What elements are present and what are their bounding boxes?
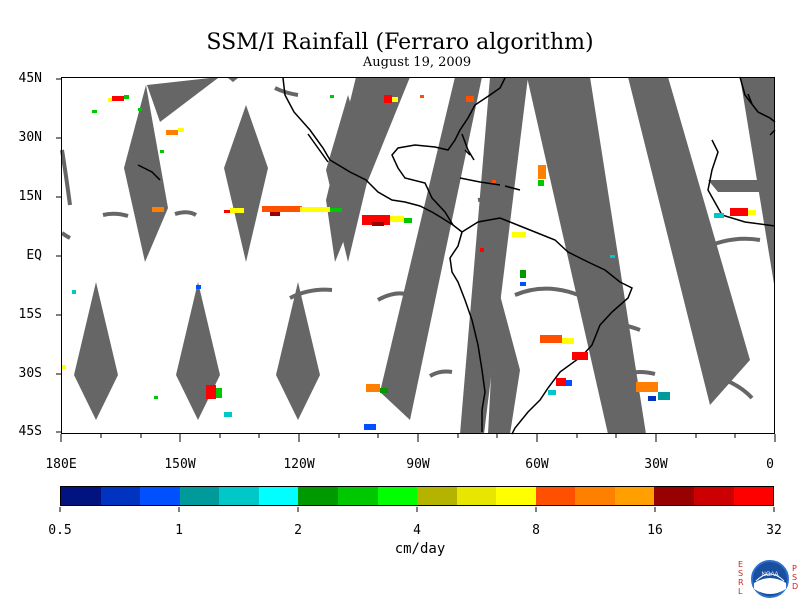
lat-label: 15N xyxy=(18,189,42,204)
colorbar-tick-label: 8 xyxy=(532,523,540,538)
colorbar-unit: cm/day xyxy=(394,541,446,557)
colorbar-swatch xyxy=(140,487,180,505)
lon-label: 120W xyxy=(283,457,315,472)
rain-south-pacific xyxy=(206,384,388,430)
map-date: August 19, 2009 xyxy=(362,55,472,70)
colorbar-ticks xyxy=(59,507,775,512)
rain-pacific-30n xyxy=(166,128,184,135)
coastlines xyxy=(137,76,776,435)
colorbar-tick-label: 32 xyxy=(766,523,782,538)
lon-label: 180E xyxy=(45,457,77,472)
lat-label: 30S xyxy=(18,366,42,381)
noaa-emblem-icon: NOAA xyxy=(751,560,789,598)
data-gap-swaths xyxy=(74,77,775,434)
rain-itcz-central xyxy=(262,206,342,216)
rain-south-atlantic xyxy=(636,382,670,401)
swath-arcs xyxy=(60,86,761,400)
colorbar-swatch xyxy=(377,487,418,505)
lat-label: 15S xyxy=(18,307,42,322)
lon-label: 150W xyxy=(164,457,196,472)
colorbar-swatch xyxy=(733,487,774,505)
colorbar-tick-label: 16 xyxy=(647,523,663,538)
lat-label: 30N xyxy=(18,130,42,145)
rain-gulf-coast xyxy=(384,95,474,103)
colorbar-swatch xyxy=(535,487,576,505)
rain-itcz-east xyxy=(362,215,412,226)
colorbar-tick-label: 2 xyxy=(294,523,302,538)
lon-label: 30W xyxy=(644,457,668,472)
colorbar-swatch xyxy=(337,487,378,505)
colorbar-swatch xyxy=(456,487,497,505)
colorbar-swatch xyxy=(694,487,734,505)
colorbar-swatch xyxy=(417,487,457,505)
axis-ticks xyxy=(56,78,776,442)
lat-label: EQ xyxy=(26,248,42,263)
rain-atlantic-15n xyxy=(538,165,756,218)
colorbar-tick-label: 4 xyxy=(413,523,421,538)
colorbar-swatch xyxy=(575,487,615,505)
rain-brazil-south xyxy=(540,335,588,395)
lat-label: 45S xyxy=(18,424,42,439)
colorbar-swatch xyxy=(61,487,101,505)
map-frame xyxy=(61,77,775,434)
colorbar xyxy=(60,486,774,506)
rain-scattered xyxy=(62,95,615,399)
rainfall-patches xyxy=(62,95,756,430)
svg-text:NOAA: NOAA xyxy=(761,572,778,578)
colorbar-tick-label: 0.5 xyxy=(48,523,72,538)
map-title: SSM/I Rainfall (Ferraro algorithm) xyxy=(206,30,594,55)
lon-label: 90W xyxy=(406,457,430,472)
rain-itcz-west xyxy=(152,207,244,213)
colorbar-swatch xyxy=(496,487,536,505)
lat-label: 45N xyxy=(18,71,42,86)
colorbar-swatch xyxy=(179,487,220,505)
colorbar-swatch xyxy=(258,487,299,505)
lon-label: 60W xyxy=(525,457,549,472)
colorbar-swatch xyxy=(298,487,338,505)
colorbar-swatch xyxy=(614,487,655,505)
colorbar-swatch xyxy=(100,487,141,505)
rain-hawaii-north xyxy=(108,95,129,102)
colorbar-swatch xyxy=(219,487,259,505)
colorbar-tick-label: 1 xyxy=(175,523,183,538)
lon-label: 0 xyxy=(766,457,774,472)
colorbar-swatch xyxy=(654,487,694,505)
